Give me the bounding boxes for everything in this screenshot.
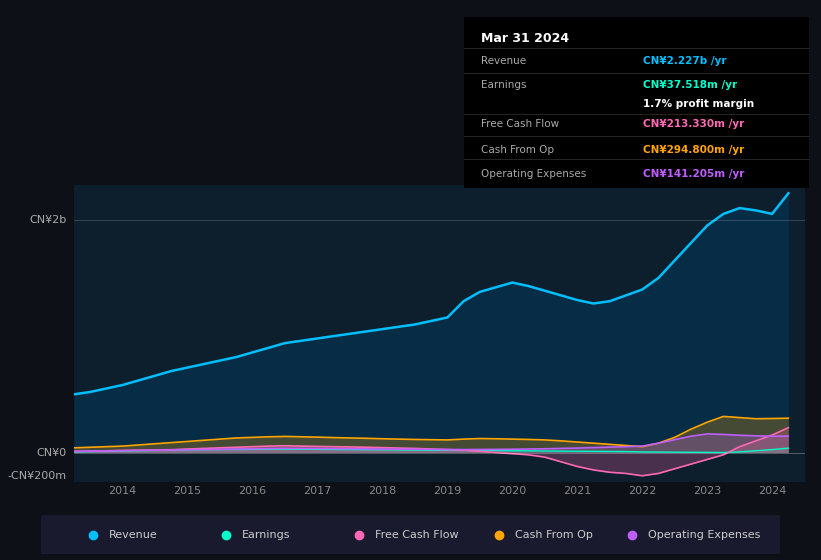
- Text: Earnings: Earnings: [242, 530, 291, 540]
- Text: Free Cash Flow: Free Cash Flow: [375, 530, 459, 540]
- Text: Cash From Op: Cash From Op: [516, 530, 594, 540]
- Text: Revenue: Revenue: [109, 530, 158, 540]
- Text: CN¥2b: CN¥2b: [30, 214, 67, 225]
- Text: Operating Expenses: Operating Expenses: [649, 530, 761, 540]
- Text: Earnings: Earnings: [481, 80, 526, 90]
- Text: Cash From Op: Cash From Op: [481, 145, 554, 155]
- Text: Revenue: Revenue: [481, 56, 526, 66]
- Text: -CN¥200m: -CN¥200m: [7, 471, 67, 481]
- Text: CN¥294.800m /yr: CN¥294.800m /yr: [643, 145, 745, 155]
- Text: CN¥2.227b /yr: CN¥2.227b /yr: [643, 56, 727, 66]
- Text: CN¥0: CN¥0: [36, 447, 67, 458]
- Text: CN¥213.330m /yr: CN¥213.330m /yr: [643, 119, 745, 129]
- Text: CN¥141.205m /yr: CN¥141.205m /yr: [643, 169, 745, 179]
- Text: 1.7% profit margin: 1.7% profit margin: [643, 99, 754, 109]
- Text: CN¥37.518m /yr: CN¥37.518m /yr: [643, 80, 737, 90]
- Text: Operating Expenses: Operating Expenses: [481, 169, 586, 179]
- Text: Mar 31 2024: Mar 31 2024: [481, 32, 569, 45]
- Text: Free Cash Flow: Free Cash Flow: [481, 119, 559, 129]
